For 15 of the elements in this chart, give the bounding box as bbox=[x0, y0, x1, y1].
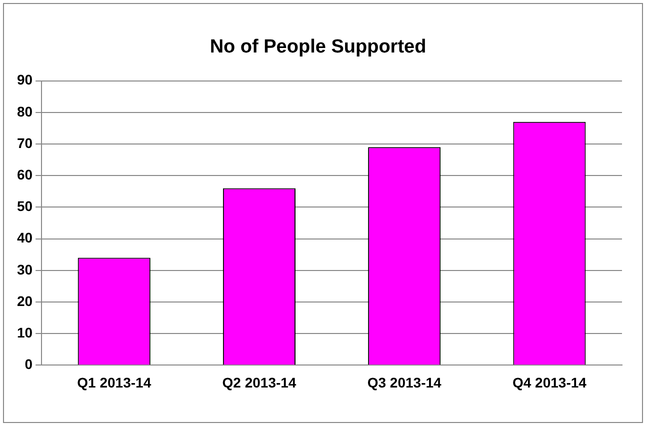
y-tick-label: 20 bbox=[16, 292, 33, 309]
y-tick-label: 80 bbox=[16, 103, 33, 120]
x-tick-label: Q2 2013-14 bbox=[222, 374, 296, 390]
y-tick-label: 60 bbox=[16, 166, 33, 182]
y-tick-label: 40 bbox=[16, 230, 33, 246]
y-tick-label: 50 bbox=[16, 198, 33, 214]
x-tick-label: Q3 2013-14 bbox=[367, 374, 442, 390]
y-tick-label: 0 bbox=[24, 356, 33, 372]
x-tick-label: Q4 2013-14 bbox=[512, 374, 587, 390]
chart-title: No of People Supported bbox=[210, 36, 426, 58]
y-tick-label: 30 bbox=[16, 261, 33, 278]
x-tick-label: Q1 2013-14 bbox=[77, 374, 152, 390]
y-tick-label: 10 bbox=[16, 324, 33, 340]
y-tick-label: 70 bbox=[16, 134, 33, 151]
y-tick-label: 90 bbox=[16, 72, 33, 88]
